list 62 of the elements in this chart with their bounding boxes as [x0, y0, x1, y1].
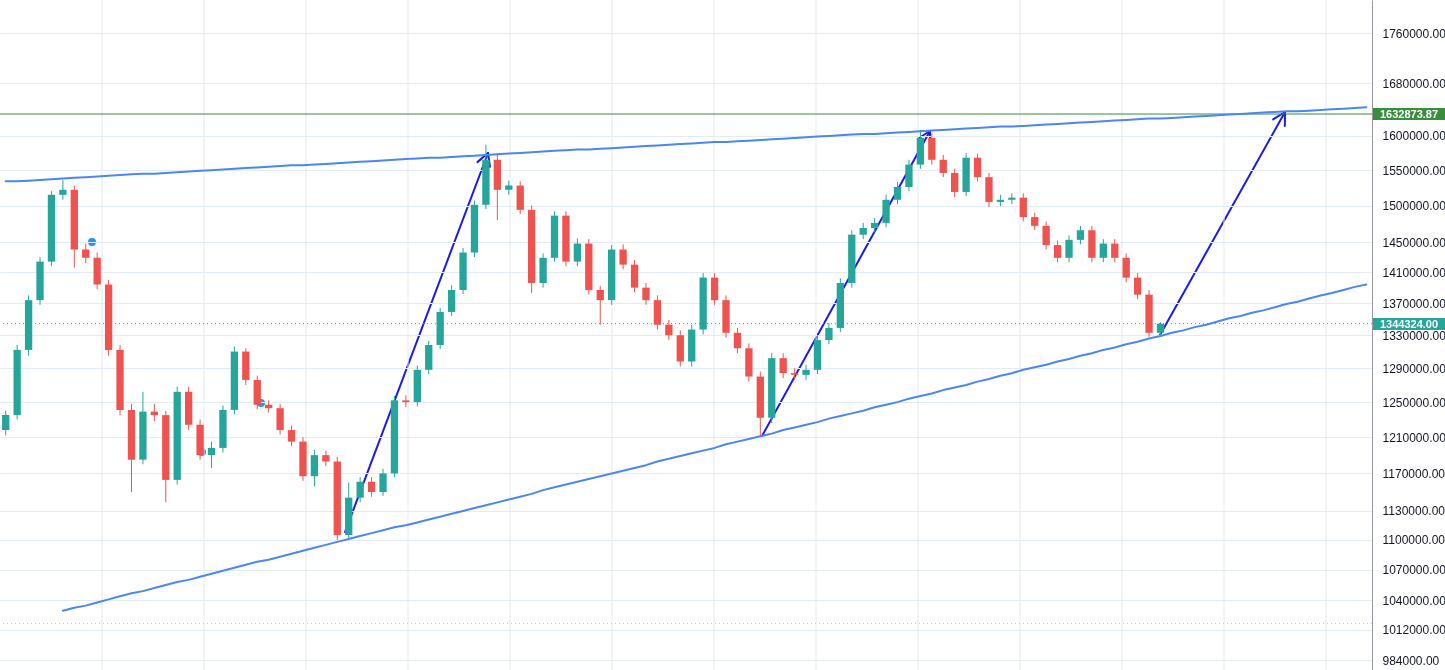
- candlestick: [310, 449, 319, 487]
- candlestick: [1053, 240, 1062, 263]
- candlestick: [2, 410, 10, 436]
- candlestick: [596, 285, 604, 326]
- candlestick: [59, 179, 67, 201]
- candlestick: [573, 237, 582, 267]
- candlestick: [779, 352, 787, 379]
- candlestick: [402, 394, 410, 408]
- candlestick: [356, 476, 364, 503]
- y-tick-label: 1170000.00: [1382, 466, 1445, 481]
- candlestick: [1042, 220, 1050, 251]
- y-tick-label: 1550000.00: [1382, 163, 1445, 178]
- candlestick: [665, 319, 673, 341]
- candlestick: [710, 272, 719, 306]
- y-tick-label: 1370000.00: [1382, 296, 1445, 311]
- ref-line-label: 1632873.87: [1373, 108, 1445, 120]
- ref-line-label: 1344324.00: [1373, 317, 1445, 330]
- candlestick: [1133, 272, 1142, 300]
- candlestick: [207, 441, 216, 469]
- y-tick-label: 1680000.00: [1382, 76, 1445, 91]
- line-series: [61, 283, 1368, 612]
- candlestick: [322, 450, 330, 467]
- candlestick: [379, 468, 387, 497]
- candlestick: [287, 425, 296, 447]
- candlestick: [642, 282, 650, 306]
- y-tick-label: 1100000.00: [1382, 533, 1445, 548]
- candlestick: [1076, 225, 1085, 245]
- candlestick: [939, 154, 947, 178]
- y-tick-label: 1040000.00: [1382, 593, 1445, 608]
- candlestick: [447, 284, 456, 317]
- candlestick: [905, 159, 913, 192]
- candlestick: [802, 364, 810, 381]
- candlestick: [1099, 238, 1107, 263]
- candlestick: [951, 168, 959, 198]
- line-series: [4, 106, 1368, 183]
- y-tick-label: 1410000.00: [1382, 265, 1445, 280]
- candlestick: [928, 132, 936, 166]
- candlestick: [1065, 234, 1073, 263]
- y-tick-label: 1290000.00: [1382, 361, 1445, 376]
- candlestick: [82, 243, 90, 264]
- candlestick: [630, 259, 639, 293]
- y-tick-label: 1600000.00: [1382, 129, 1445, 144]
- candlestick: [1019, 192, 1027, 222]
- candlestick: [893, 181, 902, 205]
- y-tick-label: 1130000.00: [1382, 504, 1445, 519]
- candlestick: [1122, 252, 1130, 283]
- y-tick-label: 1760000.00: [1382, 26, 1445, 41]
- y-tick-label: 1330000.00: [1382, 328, 1445, 343]
- candlestick: [1111, 238, 1119, 263]
- y-tick-label: 1210000.00: [1382, 430, 1445, 445]
- y-tick-label: 1450000.00: [1382, 235, 1445, 250]
- candlestick: [619, 243, 627, 270]
- candlestick: [882, 194, 890, 228]
- y-tick-label: 984000.00: [1382, 653, 1440, 668]
- candlestick: [973, 153, 982, 182]
- y-tick-label: 1012000.00: [1382, 623, 1445, 638]
- candlestick: [276, 403, 284, 435]
- y-tick-label: 1070000.00: [1382, 563, 1445, 578]
- candlestick: [733, 327, 742, 354]
- y-tick-label: 1500000.00: [1382, 199, 1445, 214]
- y-tick-label: 1250000.00: [1382, 395, 1445, 410]
- candlestick: [367, 476, 376, 498]
